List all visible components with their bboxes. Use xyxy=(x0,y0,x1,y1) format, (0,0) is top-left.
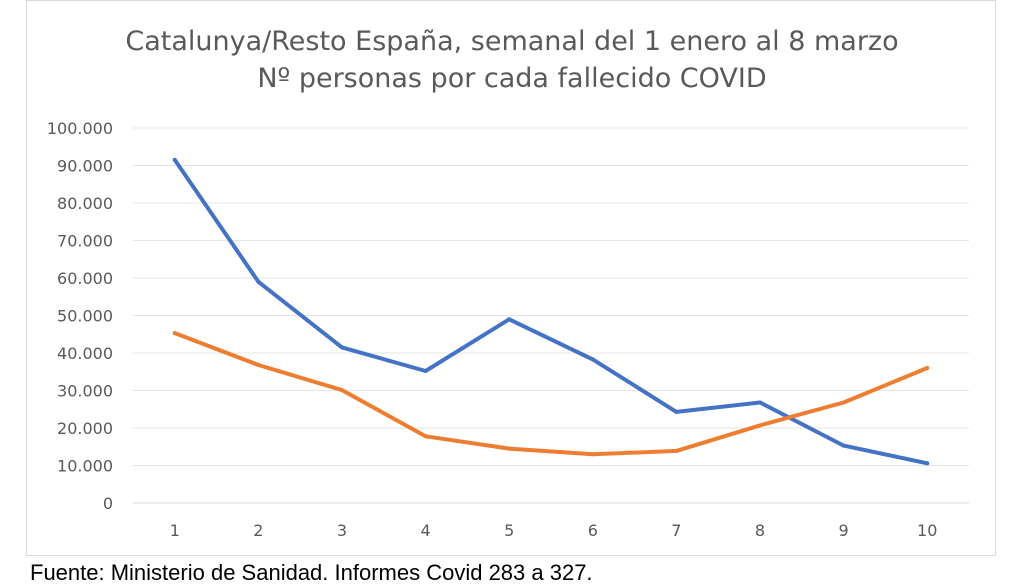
x-tick-label: 3 xyxy=(337,521,347,540)
chart-frame: Catalunya/Resto España, semanal del 1 en… xyxy=(26,0,996,556)
y-tick-label: 20.000 xyxy=(57,419,113,438)
y-tick-label: 50.000 xyxy=(57,307,113,326)
source-note: Fuente: Ministerio de Sanidad. Informes … xyxy=(30,560,593,585)
x-tick-label: 4 xyxy=(421,521,431,540)
series-1-point xyxy=(340,345,344,350)
y-tick-label: 30.000 xyxy=(57,382,113,401)
x-tick-label: 7 xyxy=(671,521,681,540)
series-line-1 xyxy=(172,157,930,466)
series-2-point xyxy=(340,388,344,393)
x-tick-label: 9 xyxy=(839,521,849,540)
series-2-point xyxy=(172,331,177,336)
line-chart: 0 10.000 20.000 30.000 40.000 50.000 60.000 70.… xyxy=(47,119,969,540)
series-1-point xyxy=(758,400,762,405)
y-tick-label: 90.000 xyxy=(57,157,113,176)
series-1-point xyxy=(590,357,595,362)
x-tick-label: 5 xyxy=(504,521,514,540)
chart-subtitle: Nº personas por cada fallecido COVID xyxy=(257,63,767,94)
x-tick-label: 2 xyxy=(253,521,263,540)
series-2-point xyxy=(590,452,595,457)
series-2-point xyxy=(256,363,261,367)
y-tick-label: 70.000 xyxy=(57,232,113,251)
y-tick-label: 10.000 xyxy=(57,457,113,476)
series-1-point xyxy=(841,443,846,448)
y-tick-label: 0 xyxy=(103,494,113,513)
x-tick-label: 8 xyxy=(755,521,765,540)
series-1-point xyxy=(507,317,512,322)
x-tick-label: 6 xyxy=(588,521,598,540)
series-2-point xyxy=(674,448,679,453)
series-1-point xyxy=(423,369,428,373)
series-2-point xyxy=(925,366,930,370)
series-line-2 xyxy=(172,331,930,457)
series-2-point xyxy=(841,400,846,405)
series-1-point xyxy=(256,279,261,284)
series-1-point xyxy=(925,461,930,466)
x-tick-label: 1 xyxy=(170,521,180,540)
y-tick-label: 100.000 xyxy=(47,119,113,138)
series-2-point xyxy=(507,446,512,451)
x-tick-label: 10 xyxy=(917,521,937,540)
y-tick-label: 80.000 xyxy=(57,194,113,213)
series-2-point xyxy=(423,434,428,439)
series-1-point xyxy=(172,157,177,162)
series-1-point xyxy=(674,409,679,414)
y-tick-label: 60.000 xyxy=(57,269,113,288)
y-tick-label: 40.000 xyxy=(57,344,113,363)
series-2-point xyxy=(758,423,762,428)
chart-title: Catalunya/Resto España, semanal del 1 en… xyxy=(125,26,899,57)
